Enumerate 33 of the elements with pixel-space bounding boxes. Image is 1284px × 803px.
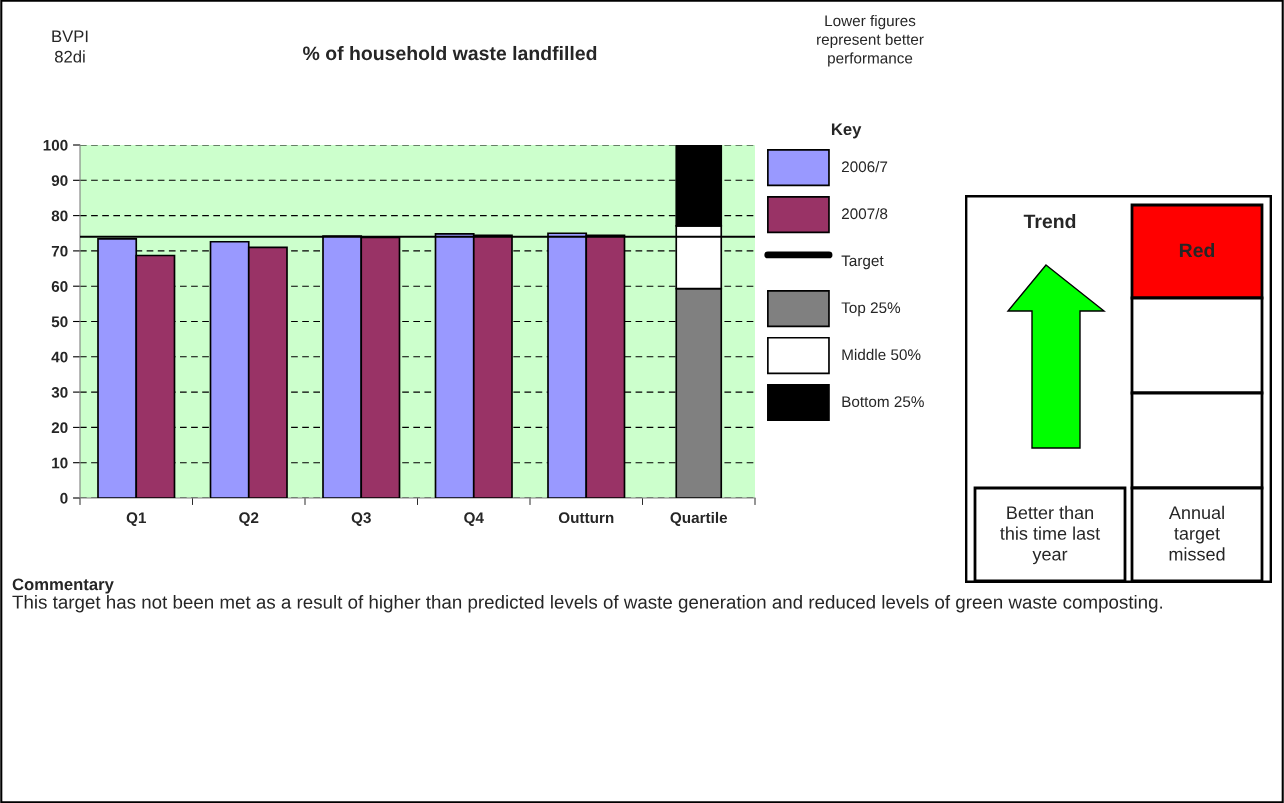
text: BVPI 82di (52, 30, 88, 63)
y-tick-label: 0 (60, 492, 68, 504)
y-tick-label: 70 (51, 245, 68, 257)
legend-title: Key (831, 123, 862, 139)
x-tick-label: Q4 (464, 512, 484, 526)
x-tick-label: Q3 (351, 512, 371, 526)
legend-label: Middle 50% (842, 348, 921, 361)
text: Trend (1023, 213, 1076, 229)
x-tick-label: Outturn (558, 512, 614, 524)
text: Lower figures represent better performance (817, 15, 924, 67)
legend-label: Target (841, 255, 884, 270)
text: This target has not been met as a result of higher than predicted levels of waste generation and reduced levels of green waste composting. (12, 595, 1163, 613)
legend-label: 2007/8 (841, 207, 888, 220)
chart-title: % of household waste landfilled (303, 45, 597, 61)
legend-label: Bottom 25% (842, 396, 924, 408)
x-tick-label: Quartile (670, 511, 728, 526)
y-tick-label: 60 (51, 281, 68, 292)
text: Better than this time last year (1000, 505, 1101, 565)
x-tick-label: Q2 (239, 512, 259, 526)
text: Commentary (12, 578, 114, 594)
y-tick-label: 80 (51, 210, 68, 222)
y-tick-label: 10 (52, 457, 68, 469)
y-tick-label: 40 (51, 351, 68, 363)
legend-label: Top 25% (841, 302, 901, 317)
y-tick-label: 20 (51, 422, 68, 434)
x-tick-label: Q1 (126, 512, 147, 526)
y-tick-label: 50 (51, 316, 68, 328)
text: Red (1179, 242, 1215, 258)
text: Annual target missed (1168, 505, 1225, 561)
legend-label: 2006/7 (841, 160, 888, 173)
y-tick-label: 100 (43, 139, 68, 151)
y-tick-label: 30 (51, 386, 68, 398)
y-tick-label: 90 (51, 175, 68, 186)
